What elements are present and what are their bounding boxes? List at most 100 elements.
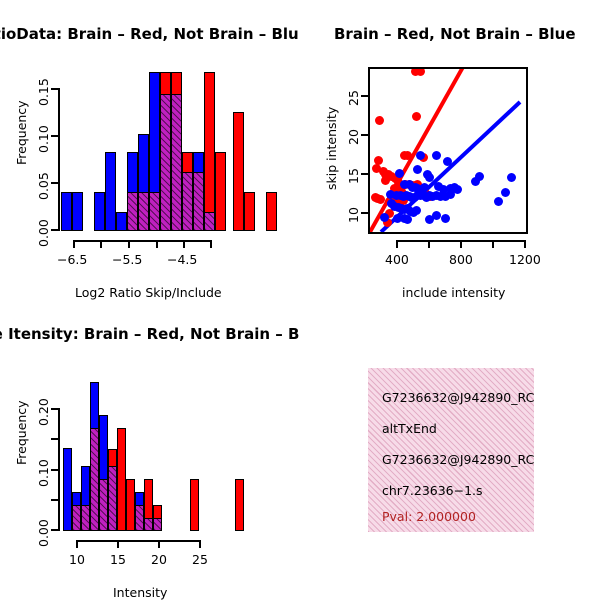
scatter-point-blue [439,185,448,194]
scatter-ytick-3 [361,95,369,97]
bar-ratio-purple-8 [204,212,215,231]
intensity-histogram-title: ne Itensity: Brain – Red, Not Brain – B [0,325,300,343]
intensity-xtick-3 [199,540,201,548]
intensity-ytick-4 [51,408,59,410]
bar-ratio-purple-3 [149,192,160,231]
ratio-ytick-1 [51,182,59,184]
intensity-ytick-0 [51,529,59,531]
intensity-histogram-xlabel: Intensity [113,585,168,600]
scatter-point-blue [441,192,450,201]
scatter-point-red [385,209,394,218]
scatter-point-red [383,218,392,227]
bar-int-purple-5 [108,466,117,531]
scatter-point-red [381,176,390,185]
scatter-ytick-label-3: 25 [346,90,361,106]
scatter-xtick-0 [396,240,398,248]
ratio-ytick-0 [51,229,59,231]
scatter-ytick-label-0: 10 [346,207,361,223]
scatter-point-blue [471,177,480,186]
info-line-gene-id: G7236632@J942890_RC [382,390,534,405]
scatter-xaxis [396,240,526,242]
bar-ratio-blue-4 [105,152,116,231]
ratio-histogram-title: RatioData: Brain – Red, Not Brain – Blu [0,25,299,43]
intensity-ytick-2 [51,469,59,471]
scatter-point-blue [416,151,425,160]
scatter-point-blue [425,173,434,182]
ratio-ytick-2 [51,135,59,137]
scatter-xtick-2 [460,240,462,248]
scatter-point-red [412,112,421,121]
bar-ratio-purple-1 [127,192,138,231]
bar-int-purple-9 [153,518,162,531]
scatter-point-red [411,69,420,76]
intensity-xtick-label-2: 20 [151,552,167,567]
ratio-xtick-label-0: −6.5 [57,252,88,267]
intensity-histogram-yaxis [58,408,60,531]
annotation-info-panel: G7236632@J942890_RC altTxEnd G7236632@J9… [368,368,534,532]
scatter-point-blue [425,215,434,224]
bar-ratio-blue-5 [116,212,127,231]
scatter-point-red [403,151,412,160]
bar-int-purple-4 [99,479,108,531]
ratio-xtick-label-1: −5.5 [112,252,143,267]
scatter-point-blue [432,211,441,220]
bar-int-purple-7 [135,505,144,531]
scatter-point-blue [434,182,443,191]
scatter-ytick-label-1: 15 [346,168,361,184]
ratio-xtick-5 [210,240,212,248]
scatter-point-red [416,69,425,76]
bar-int-purple-1 [72,505,81,531]
bar-int-purple-3 [90,428,99,531]
scatter-xtick-1 [428,240,430,248]
scatter-point-blue [453,185,462,194]
bar-int-red-6 [190,479,199,531]
bar-ratio-blue-2 [72,192,83,231]
bar-ratio-purple-7 [193,172,204,231]
scatter-ytick-2 [361,134,369,136]
intensity-xtick-label-3: 25 [192,552,208,567]
scatter-point-blue [420,183,429,192]
info-line-pvalue: Pval: 2.000000 [382,509,476,524]
scatter-ytick-label-2: 20 [346,129,361,145]
bar-int-red-7 [235,479,244,531]
ratio-xtick-label-2: −4.5 [167,252,198,267]
ratio-xtick-0 [73,240,75,248]
scatter-point-blue [432,151,441,160]
bar-ratio-red-6 [233,112,244,231]
scatter-point-blue [494,197,503,206]
bar-int-purple-2 [81,505,90,531]
scatter-point-blue [386,190,395,199]
scatter-ytick-0 [361,212,369,214]
scatter-panel: Brain – Red, Not Brain – Blue skip inten… [300,0,600,300]
intensity-ytick-1 [51,499,59,501]
scatter-point-blue [443,157,452,166]
scatter-point-blue [475,172,484,181]
bar-int-red-2 [117,428,126,531]
scatter-ylabel: skip intensity [324,106,339,190]
ratio-histogram-panel: RatioData: Brain – Red, Not Brain – Blu … [0,0,300,300]
bar-ratio-purple-6 [182,172,193,231]
bar-ratio-red-4 [204,72,215,231]
scatter-point-red [372,164,381,173]
ratio-xtick-4 [183,240,185,248]
bar-ratio-purple-2 [138,192,149,231]
ratio-xtick-1 [100,240,102,248]
ratio-histogram-xlabel: Log2 Ratio Skip/Include [75,285,222,300]
scatter-point-blue [403,215,412,224]
intensity-histogram-xaxis [76,540,201,542]
bar-ratio-red-7 [244,192,255,231]
scatter-xlabel: include intensity [402,285,506,300]
intensity-histogram-panel: ne Itensity: Brain – Red, Not Brain – B … [0,300,300,600]
scatter-point-blue [400,180,409,189]
bar-ratio-red-5 [215,152,226,231]
intensity-xtick-2 [158,540,160,548]
intensity-xtick-1 [117,540,119,548]
bar-ratio-blue-1 [61,192,72,231]
scatter-point-red [376,195,385,204]
scatter-point-blue [501,188,510,197]
bar-int-red-3 [126,479,135,531]
scatter-point-blue [446,190,455,199]
ratio-histogram-yaxis [58,88,60,231]
scatter-point-blue [436,192,445,201]
intensity-xtick-0 [76,540,78,548]
